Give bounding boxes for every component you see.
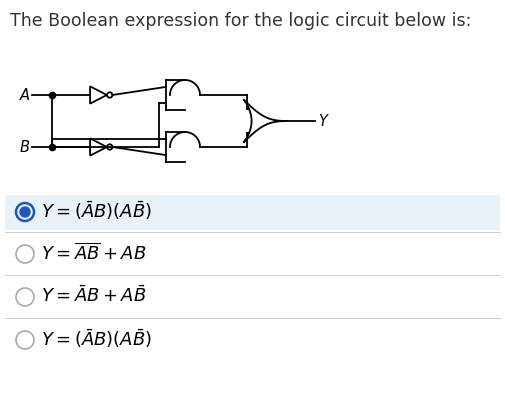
Text: A: A — [20, 88, 30, 102]
Text: The Boolean expression for the logic circuit below is:: The Boolean expression for the logic cir… — [10, 12, 471, 30]
Circle shape — [20, 207, 30, 217]
FancyBboxPatch shape — [5, 194, 500, 229]
Text: $Y=\overline{AB}+AB$: $Y=\overline{AB}+AB$ — [41, 242, 146, 264]
Text: $Y=\bar{A}B+A\bar{B}$: $Y=\bar{A}B+A\bar{B}$ — [41, 286, 146, 306]
Text: $Y=(\bar{A}B)(A\bar{B})$: $Y=(\bar{A}B)(A\bar{B})$ — [41, 200, 152, 222]
Text: B: B — [20, 139, 30, 154]
Text: Y: Y — [318, 113, 327, 128]
Text: $Y=(\bar{A}B)(A\bar{B})$: $Y=(\bar{A}B)(A\bar{B})$ — [41, 328, 152, 350]
